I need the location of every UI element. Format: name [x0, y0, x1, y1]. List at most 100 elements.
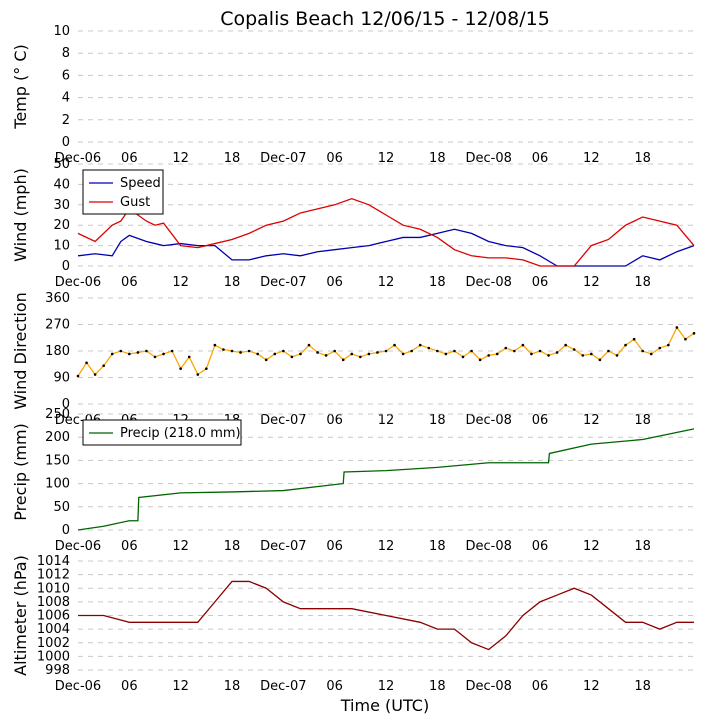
- data-point: [590, 352, 593, 356]
- data-point: [93, 373, 97, 376]
- x-tick-label: 12: [583, 151, 600, 166]
- x-tick-label: 18: [634, 679, 651, 694]
- data-point: [470, 349, 473, 353]
- y-tick-label: 150: [45, 453, 70, 468]
- series-line-precip-218-0-mm-: [77, 428, 695, 531]
- y-tick-label: 90: [53, 371, 70, 386]
- y-tick-label: 270: [45, 318, 70, 333]
- data-point: [145, 349, 148, 353]
- x-tick-label: 06: [121, 679, 138, 694]
- data-point: [538, 349, 542, 353]
- data-point: [128, 352, 131, 356]
- x-tick-label: 18: [634, 275, 651, 290]
- x-tick-label: 12: [172, 539, 189, 554]
- x-tick-label: 06: [121, 275, 138, 290]
- x-tick-label: 12: [172, 151, 189, 166]
- data-point: [564, 343, 567, 347]
- data-point: [341, 358, 345, 362]
- legend-label: Speed: [120, 176, 161, 191]
- data-point: [692, 332, 696, 335]
- y-tick-label: 10: [53, 239, 70, 254]
- y-tick-label: 8: [62, 46, 70, 61]
- data-point: [427, 346, 431, 350]
- data-point: [581, 354, 585, 357]
- data-point: [256, 352, 259, 356]
- data-point: [136, 351, 140, 354]
- x-tick-label: Dec-08: [465, 679, 511, 694]
- data-point: [418, 343, 422, 347]
- data-point: [299, 352, 302, 356]
- data-point: [521, 343, 525, 347]
- data-point: [624, 343, 627, 347]
- x-tick-label: 18: [634, 539, 651, 554]
- y-tick-label: 360: [45, 291, 70, 306]
- panel-1: 10 8 6 4 2 0 Temp (° C) Dec-06 06 12 18 Dec-07 06 12 1…: [11, 24, 694, 166]
- x-tick-label: 06: [532, 151, 549, 166]
- y-axis-label: Altimeter (hPa): [11, 555, 30, 676]
- x-tick-label: 06: [326, 679, 343, 694]
- data-point: [675, 326, 679, 329]
- data-point: [102, 364, 105, 368]
- data-point: [632, 337, 636, 341]
- data-point: [196, 373, 200, 376]
- x-tick-label: Dec-07: [260, 679, 306, 694]
- data-point: [213, 343, 217, 347]
- x-tick-label: 06: [532, 539, 549, 554]
- x-tick-label: Dec-06: [55, 275, 101, 290]
- x-tick-label: 12: [378, 679, 395, 694]
- x-tick-label: Dec-06: [55, 679, 101, 694]
- x-tick-label: Dec-08: [465, 413, 511, 428]
- x-tick-label: 18: [429, 679, 446, 694]
- data-point: [307, 343, 311, 347]
- series-line-altimeter: [78, 580, 694, 651]
- data-point: [667, 343, 670, 347]
- data-point: [461, 355, 465, 359]
- x-tick-label: 18: [224, 275, 241, 290]
- x-tick-label: 18: [634, 151, 651, 166]
- x-tick-label: 18: [224, 151, 241, 166]
- y-tick-label: 10: [53, 24, 70, 39]
- y-tick-label: 0: [62, 523, 70, 538]
- data-point: [119, 349, 123, 353]
- y-axis-label: Wind (mph): [11, 168, 30, 262]
- x-tick-label: Dec-08: [465, 539, 511, 554]
- y-tick-label: 40: [53, 177, 70, 192]
- data-point: [222, 348, 225, 351]
- data-point: [607, 349, 610, 353]
- y-tick-label: 1004: [37, 622, 70, 637]
- y-axis-label: Wind Direction: [11, 292, 30, 410]
- x-tick-label: 06: [532, 275, 549, 290]
- x-tick-label: 12: [378, 151, 395, 166]
- data-point: [513, 349, 516, 353]
- data-point: [376, 351, 379, 354]
- data-point: [495, 352, 499, 356]
- panel-2: 50 40 30 20 10 0 Wind (mph) Dec-06 06 12 18 Dec-07 0…: [11, 157, 695, 290]
- x-tick-label: Dec-06: [55, 539, 101, 554]
- data-point: [359, 355, 362, 359]
- x-tick-label: 18: [429, 413, 446, 428]
- x-tick-label: Dec-08: [465, 275, 511, 290]
- x-tick-label: 06: [121, 151, 138, 166]
- y-tick-label: 20: [53, 218, 70, 233]
- x-tick-label: 12: [583, 679, 600, 694]
- y-axis-label: Temp (° C): [11, 44, 30, 129]
- y-tick-label: 2: [62, 113, 70, 128]
- data-point: [410, 349, 413, 353]
- data-point: [384, 349, 388, 353]
- data-point: [393, 343, 396, 347]
- data-point: [290, 355, 294, 359]
- data-point: [658, 346, 662, 350]
- y-tick-label: 6: [62, 68, 70, 83]
- data-point: [401, 352, 405, 356]
- x-tick-label: 18: [224, 539, 241, 554]
- data-point: [530, 352, 533, 356]
- data-point: [367, 352, 371, 356]
- data-point: [85, 361, 88, 365]
- x-tick-label: 06: [326, 151, 343, 166]
- data-point: [247, 349, 251, 353]
- data-point: [555, 351, 559, 354]
- panel-4: 250 200 150 100 50 0 Precip (mm) Dec-06 06 12 18 De…: [11, 407, 695, 554]
